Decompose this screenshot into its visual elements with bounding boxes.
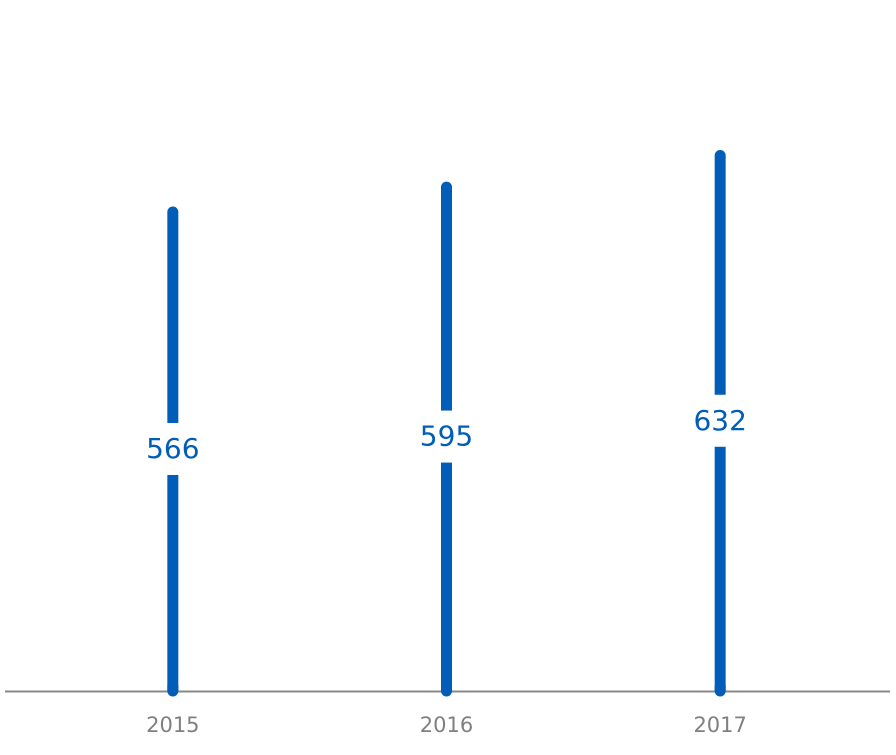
bar-cap-fix xyxy=(714,685,726,691)
value-label-bg xyxy=(412,410,481,463)
bar-cap-fix xyxy=(441,685,452,691)
value-label-bg xyxy=(138,422,207,475)
value-label-bg xyxy=(686,394,755,447)
value-label: 632 xyxy=(693,404,746,437)
bar-cap-fix xyxy=(167,685,179,691)
value-label: 595 xyxy=(420,420,473,453)
x-tick-label: 2016 xyxy=(420,713,473,737)
x-tick-label: 2017 xyxy=(693,713,746,737)
x-tick-label: 2015 xyxy=(146,713,199,737)
value-label: 566 xyxy=(146,432,199,465)
